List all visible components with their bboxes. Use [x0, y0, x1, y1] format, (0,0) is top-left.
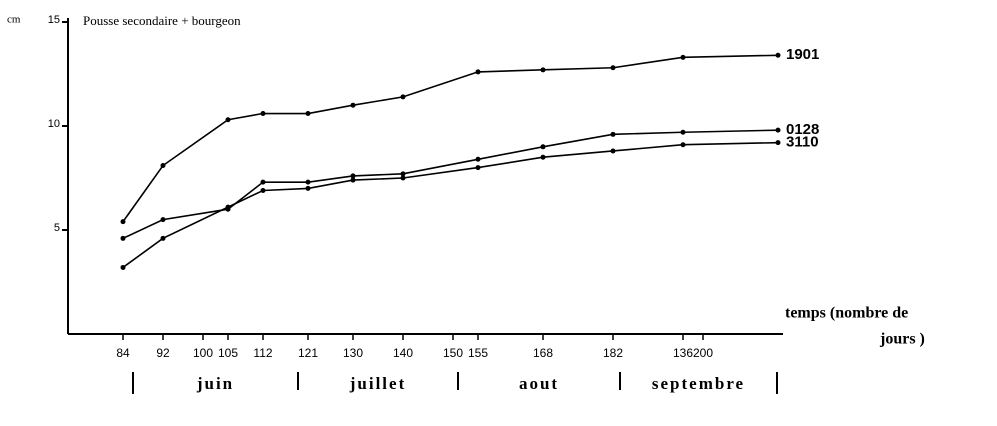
data-point: [160, 217, 166, 223]
data-point: [400, 94, 406, 100]
x-axis-label: jours ): [879, 331, 925, 348]
series-label: 3110: [786, 134, 819, 151]
x-tick-label: 155: [468, 346, 488, 360]
data-point: [260, 111, 266, 117]
x-tick-label: 150: [443, 346, 463, 360]
month-label: septembre: [652, 374, 745, 393]
data-point: [680, 129, 686, 135]
data-point: [610, 148, 616, 154]
month-label: juin: [196, 374, 234, 393]
data-point: [610, 65, 616, 71]
x-axis-label: temps (nombre de: [785, 305, 908, 322]
y-tick-label: 10: [48, 118, 60, 130]
data-point: [475, 69, 481, 75]
x-tick-label: 200: [693, 346, 713, 360]
data-point: [260, 179, 266, 185]
x-tick-label: 92: [156, 346, 170, 360]
x-tick-label: 121: [298, 346, 318, 360]
data-point: [225, 204, 231, 210]
chart-title: Pousse secondaire + bourgeon: [83, 13, 241, 28]
data-point: [680, 142, 686, 148]
data-point: [475, 165, 481, 171]
data-point: [225, 117, 231, 123]
data-point: [160, 235, 166, 241]
data-point: [400, 171, 406, 177]
data-point: [540, 154, 546, 160]
data-point: [775, 127, 781, 133]
month-label: juillet: [349, 374, 407, 393]
data-point: [305, 185, 311, 191]
data-point: [260, 187, 266, 193]
x-tick-label: 100: [193, 346, 213, 360]
x-tick-label: 140: [393, 346, 413, 360]
data-point: [120, 219, 126, 225]
data-point: [610, 131, 616, 137]
x-tick-label: 182: [603, 346, 623, 360]
series-label: 0128: [786, 121, 819, 138]
x-tick-label: 112: [253, 346, 272, 360]
x-tick-label: 168: [533, 346, 553, 360]
data-point: [120, 264, 126, 270]
y-axis-label: cm: [7, 14, 21, 26]
data-point: [305, 111, 311, 117]
x-tick-label: 84: [116, 346, 130, 360]
data-point: [680, 54, 686, 60]
data-point: [350, 173, 356, 179]
series-line: [122, 141, 779, 269]
data-point: [350, 177, 356, 183]
series-line: [122, 54, 779, 223]
month-label: aout: [519, 374, 559, 393]
x-tick-label: 136: [673, 346, 693, 360]
data-point: [540, 67, 546, 73]
data-point: [120, 235, 126, 241]
data-point: [775, 52, 781, 58]
data-point: [305, 179, 311, 185]
month-separators: [132, 372, 778, 394]
x-tick-label: 105: [218, 346, 238, 360]
series-line: [122, 129, 779, 240]
data-point: [400, 175, 406, 181]
series-label: 1901: [786, 46, 819, 63]
data-point: [475, 156, 481, 162]
y-tick-label: 5: [54, 222, 60, 234]
data-point: [350, 102, 356, 108]
y-tick-label: 15: [48, 14, 60, 26]
x-tick-label: 130: [343, 346, 363, 360]
data-point: [540, 144, 546, 150]
data-point: [160, 163, 166, 169]
data-point: [775, 140, 781, 146]
